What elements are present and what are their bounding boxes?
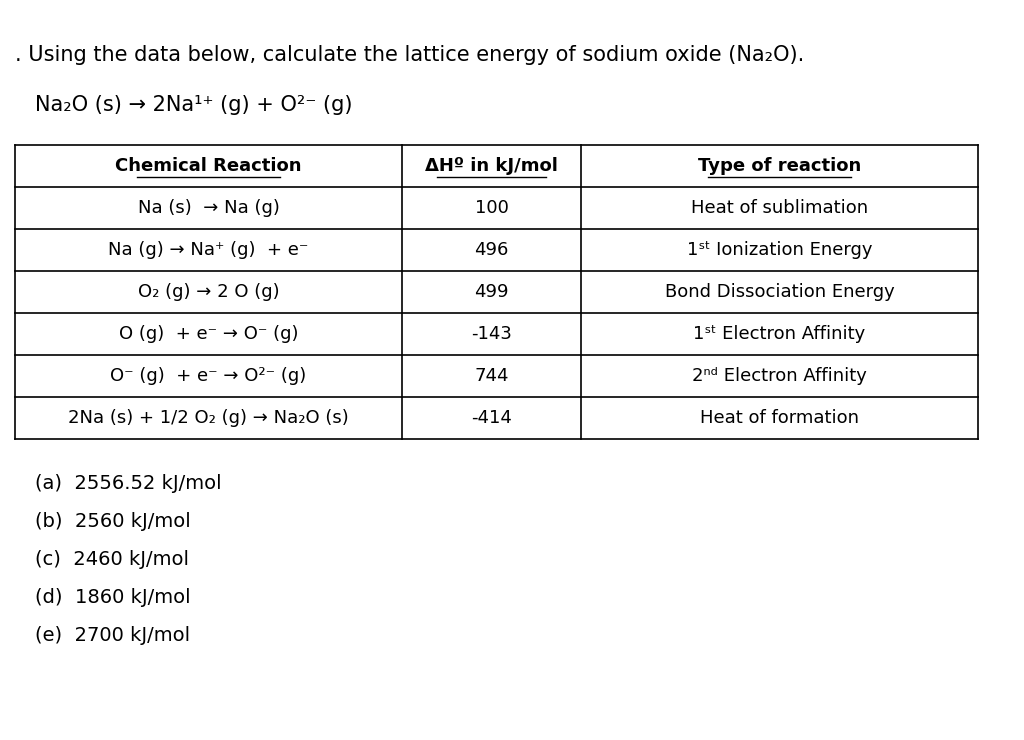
Text: -143: -143 — [471, 325, 512, 343]
Text: . Using the data below, calculate the lattice energy of sodium oxide (Na₂O).: . Using the data below, calculate the la… — [15, 45, 804, 65]
Text: ΔHº in kJ/mol: ΔHº in kJ/mol — [425, 157, 558, 175]
Text: 499: 499 — [474, 283, 509, 301]
Text: 496: 496 — [474, 241, 509, 259]
Text: Na (g) → Na⁺ (g)  + e⁻: Na (g) → Na⁺ (g) + e⁻ — [109, 241, 308, 259]
Text: Type of reaction: Type of reaction — [697, 157, 861, 175]
Text: 100: 100 — [474, 199, 509, 217]
Text: O⁻ (g)  + e⁻ → O²⁻ (g): O⁻ (g) + e⁻ → O²⁻ (g) — [111, 367, 306, 385]
Text: Na (s)  → Na (g): Na (s) → Na (g) — [137, 199, 280, 217]
Text: 744: 744 — [474, 367, 509, 385]
Text: -414: -414 — [471, 409, 512, 427]
Text: 1ˢᵗ Electron Affinity: 1ˢᵗ Electron Affinity — [693, 325, 865, 343]
Text: (c)  2460 kJ/mol: (c) 2460 kJ/mol — [35, 550, 188, 569]
Text: O (g)  + e⁻ → O⁻ (g): O (g) + e⁻ → O⁻ (g) — [119, 325, 298, 343]
Text: Na₂O (s) → 2Na¹⁺ (g) + O²⁻ (g): Na₂O (s) → 2Na¹⁺ (g) + O²⁻ (g) — [35, 95, 352, 115]
Text: Chemical Reaction: Chemical Reaction — [116, 157, 302, 175]
Text: O₂ (g) → 2 O (g): O₂ (g) → 2 O (g) — [137, 283, 280, 301]
Text: 2Na (s) + 1/2 O₂ (g) → Na₂O (s): 2Na (s) + 1/2 O₂ (g) → Na₂O (s) — [69, 409, 349, 427]
Text: 1ˢᵗ Ionization Energy: 1ˢᵗ Ionization Energy — [687, 241, 872, 259]
Text: Heat of sublimation: Heat of sublimation — [691, 199, 868, 217]
Text: (b)  2560 kJ/mol: (b) 2560 kJ/mol — [35, 512, 190, 531]
Text: (d)  1860 kJ/mol: (d) 1860 kJ/mol — [35, 588, 190, 607]
Text: (a)  2556.52 kJ/mol: (a) 2556.52 kJ/mol — [35, 474, 221, 493]
Text: Heat of formation: Heat of formation — [700, 409, 859, 427]
Text: Bond Dissociation Energy: Bond Dissociation Energy — [665, 283, 894, 301]
Text: 2ⁿᵈ Electron Affinity: 2ⁿᵈ Electron Affinity — [692, 367, 867, 385]
Text: (e)  2700 kJ/mol: (e) 2700 kJ/mol — [35, 626, 189, 645]
